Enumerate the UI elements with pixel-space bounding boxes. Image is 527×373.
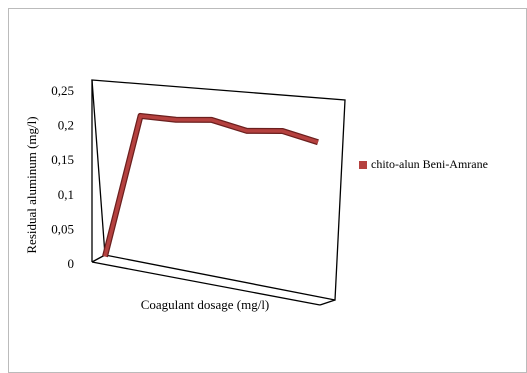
y-tick-label: 0,05 (51, 221, 74, 236)
y-axis-label: Residual aluminum (mg/l) (24, 116, 39, 253)
legend-swatch (359, 161, 367, 169)
x-axis-label: Coagulant dosage (mg/l) (141, 297, 270, 312)
y-tick-label: 0,25 (51, 83, 74, 98)
y-tick-label: 0 (68, 256, 75, 271)
y-tick-label: 0,15 (51, 152, 74, 167)
y-tick-label: 0,1 (58, 187, 74, 202)
floor-front (91, 261, 321, 306)
legend-label: chito-alun Beni-Amrane (371, 157, 488, 171)
chart-frame (8, 8, 527, 373)
plot-box (91, 79, 346, 306)
y-tick-label: 0,2 (58, 118, 74, 133)
floor-edge (319, 299, 336, 306)
series-line (103, 114, 319, 257)
floor-edge (91, 254, 106, 263)
